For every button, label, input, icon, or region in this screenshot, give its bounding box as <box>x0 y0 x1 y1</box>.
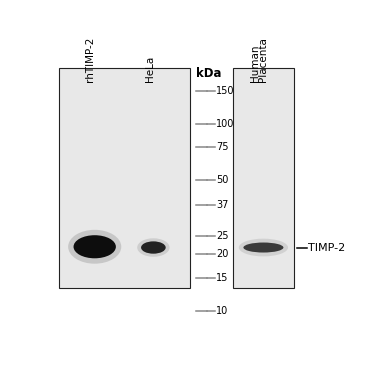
Text: 20: 20 <box>216 249 229 259</box>
Text: HeLa: HeLa <box>145 56 155 82</box>
Ellipse shape <box>68 230 121 264</box>
Ellipse shape <box>239 238 288 256</box>
Text: 75: 75 <box>216 142 229 152</box>
Text: 10: 10 <box>216 306 229 316</box>
Bar <box>59 68 190 288</box>
Text: TIMP-2: TIMP-2 <box>308 243 345 252</box>
Text: Placenta: Placenta <box>258 37 268 82</box>
Text: 15: 15 <box>216 273 229 283</box>
Text: 100: 100 <box>216 119 235 129</box>
Text: Human: Human <box>251 45 260 82</box>
Text: 50: 50 <box>216 175 229 185</box>
Text: 150: 150 <box>216 86 235 96</box>
Text: kDa: kDa <box>196 68 222 80</box>
Text: 25: 25 <box>216 231 229 242</box>
Ellipse shape <box>74 235 116 258</box>
Ellipse shape <box>243 243 284 252</box>
Text: rhTIMP-2: rhTIMP-2 <box>85 37 95 82</box>
Ellipse shape <box>137 238 170 257</box>
Bar <box>232 68 294 288</box>
Text: 37: 37 <box>216 200 229 210</box>
Ellipse shape <box>141 242 166 254</box>
